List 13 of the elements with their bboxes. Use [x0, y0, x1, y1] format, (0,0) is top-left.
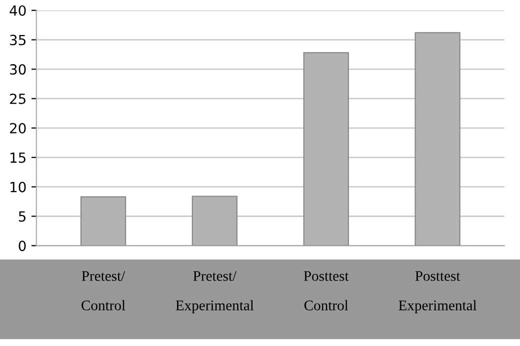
- category-label: Pretest/ Control: [82, 271, 126, 310]
- y-tick-label: 15: [10, 152, 26, 163]
- category-label: Posttest Control: [304, 271, 349, 310]
- category-label: Pretest/ Experimental: [176, 271, 254, 314]
- y-tick-label: 25: [10, 94, 26, 104]
- category-label: Posttest Experimental: [398, 271, 477, 314]
- y-tick-label: 40: [10, 5, 26, 16]
- y-tick-label: 20: [10, 122, 26, 134]
- y-tick-label: 30: [10, 64, 26, 75]
- y-tick-label: 5: [18, 211, 26, 222]
- y-tick-label: 0: [18, 240, 26, 252]
- y-tick-label: 35: [10, 34, 26, 46]
- y-tick-label: 10: [10, 182, 26, 192]
